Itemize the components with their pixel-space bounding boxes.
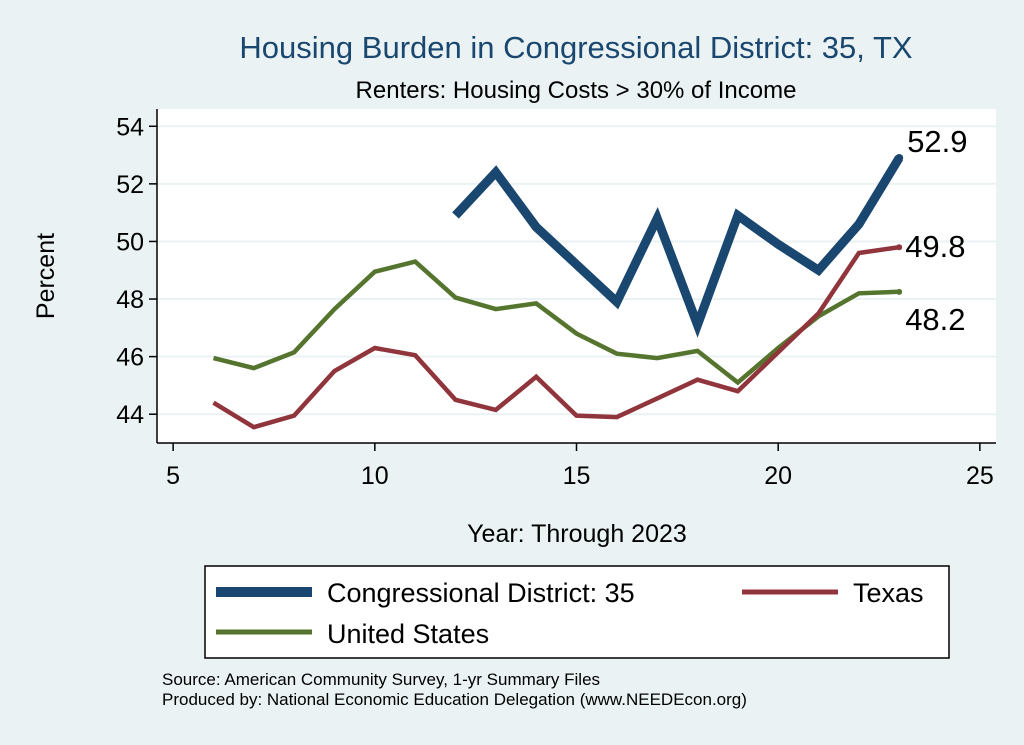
legend-label-texas: Texas <box>853 578 924 608</box>
legend-item-district: Congressional District: 35 <box>216 578 635 608</box>
end-point-texas <box>896 244 903 251</box>
chart-title: Housing Burden in Congressional District… <box>239 30 912 65</box>
end-point-district <box>895 153 904 162</box>
legend-box <box>204 565 950 659</box>
x-tick-label: 15 <box>563 462 591 490</box>
x-tick-label: 5 <box>166 462 180 490</box>
x-axis-title: Year: Through 2023 <box>467 520 687 548</box>
x-tick-label: 25 <box>966 462 994 490</box>
producer-note: Produced by: National Economic Education… <box>162 690 747 709</box>
axes: 44 46 48 50 52 54 5 10 15 20 25 <box>116 109 996 490</box>
y-tick-label: 50 <box>116 228 144 256</box>
y-tick-label: 44 <box>116 401 144 429</box>
series-lines <box>212 153 904 430</box>
y-tick-label: 46 <box>116 344 144 372</box>
chart-subtitle: Renters: Housing Costs > 30% of Income <box>356 77 797 104</box>
y-tick-label: 48 <box>116 286 144 314</box>
legend-item-united-states: United States <box>216 619 489 649</box>
x-tick-label: 20 <box>764 462 792 490</box>
end-point-united-states <box>896 288 903 295</box>
y-tick-label: 54 <box>116 113 144 141</box>
y-axis-title: Percent <box>32 233 60 319</box>
y-tick-label: 52 <box>116 171 144 199</box>
legend-label-district: Congressional District: 35 <box>327 578 635 608</box>
grid-lines <box>157 125 996 416</box>
legend-label-united-states: United States <box>327 619 489 649</box>
end-label-united-states: 48.2 <box>905 302 965 337</box>
end-label-texas: 49.8 <box>905 229 965 264</box>
series-line-texas <box>212 244 900 430</box>
x-tick-label: 10 <box>361 462 389 490</box>
source-note: Source: American Community Survey, 1-yr … <box>162 670 600 689</box>
end-labels: 52.9 49.8 48.2 <box>905 124 967 337</box>
plot-area <box>157 109 996 443</box>
legend-item-texas: Texas <box>742 578 924 608</box>
series-line-district <box>452 155 904 338</box>
end-label-district: 52.9 <box>907 124 967 159</box>
